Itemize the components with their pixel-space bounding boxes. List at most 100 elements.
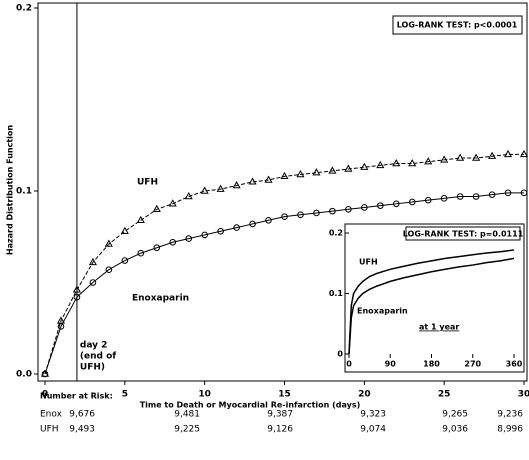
x-tick-label: 90 [385, 360, 397, 369]
marker [248, 177, 257, 185]
marker [440, 195, 448, 202]
marker [313, 209, 320, 217]
series-label: UFH [359, 258, 378, 267]
marker [376, 160, 385, 169]
annotation-box [392, 15, 523, 35]
y-tick-label: 0.1 [329, 289, 344, 298]
x-tick-label: 10 [198, 390, 211, 400]
marker [105, 266, 113, 273]
marker [472, 193, 480, 200]
table-cell: 9,074 [360, 425, 386, 435]
marker [329, 207, 336, 215]
x-tick-label: 270 [464, 360, 481, 369]
y-tick-label: 0.2 [16, 4, 32, 14]
marker [168, 199, 177, 207]
table-cell: 9,265 [442, 410, 468, 420]
x-tick-label: 0 [346, 360, 352, 369]
marker [345, 206, 352, 213]
marker [184, 191, 193, 200]
x-tick-label: 30 [518, 390, 529, 400]
series-label: Enoxaparin [132, 294, 189, 304]
marker [217, 227, 224, 235]
y-axis-label: Hazard Distribution Function [6, 125, 15, 255]
marker [472, 153, 481, 161]
marker [456, 193, 464, 200]
marker [200, 186, 209, 194]
table-cell: 9,481 [174, 410, 200, 420]
x-tick-label: 360 [506, 360, 523, 369]
marker [57, 323, 65, 330]
annotation: day 2 [80, 341, 108, 351]
marker [328, 166, 337, 174]
table-cell: 9,493 [69, 425, 95, 435]
marker [121, 257, 129, 264]
marker [440, 155, 449, 163]
row-label: UFH [40, 425, 59, 435]
y-tick-label: 0 [337, 350, 343, 359]
marker [504, 189, 512, 197]
marker [408, 198, 416, 206]
annotation: UFH) [80, 363, 105, 373]
table-cell: 9,676 [69, 410, 95, 420]
marker [377, 202, 384, 209]
marker [361, 204, 368, 211]
table-cell: 9,126 [267, 425, 293, 435]
x-tick-label: 5 [122, 390, 128, 400]
marker [120, 226, 129, 234]
marker [152, 204, 161, 212]
series-line [348, 257, 515, 355]
marker [520, 189, 528, 197]
y-tick-label: 0.1 [16, 187, 32, 197]
annotation-box [405, 226, 521, 241]
annotation: LOG-RANK TEST: p=0.0111 [403, 230, 524, 239]
marker [456, 153, 465, 161]
x-tick-label: 180 [423, 360, 440, 369]
x-tick-label: 0 [42, 390, 48, 400]
marker [519, 149, 529, 158]
marker [488, 191, 496, 198]
series-label: UFH [137, 178, 158, 188]
annotation: LOG-RANK TEST: p<0.0001 [397, 21, 518, 30]
marker [424, 196, 432, 204]
y-tick-label: 0.0 [16, 370, 32, 380]
series-line [348, 249, 515, 355]
marker [424, 157, 433, 165]
x-tick-label: 25 [438, 390, 451, 400]
table-cell: 9,036 [442, 425, 468, 435]
marker [153, 244, 161, 252]
marker [104, 239, 113, 247]
marker [488, 151, 497, 159]
marker [408, 159, 417, 167]
marker [265, 216, 272, 224]
marker [360, 162, 369, 170]
marker [233, 224, 240, 231]
marker [503, 149, 513, 158]
table-cell: 8,996 [497, 425, 523, 435]
x-tick-label: 20 [358, 390, 371, 400]
marker [264, 175, 273, 183]
marker [216, 184, 225, 192]
marker [41, 370, 49, 378]
series-line [44, 192, 524, 375]
y-tick-label: 0.2 [329, 229, 343, 238]
marker [137, 249, 145, 257]
marker [136, 215, 145, 223]
marker [40, 369, 50, 377]
marker [249, 220, 256, 228]
x-tick-label: 15 [278, 390, 291, 400]
table-title: Number at Risk: [40, 392, 113, 401]
marker [297, 211, 304, 219]
marker [296, 170, 305, 178]
table-cell: 9,387 [267, 410, 293, 420]
row-label: Enox [40, 410, 63, 420]
marker [392, 200, 400, 208]
annotation: at 1 year [419, 323, 459, 332]
marker [281, 213, 288, 220]
series-line [44, 153, 524, 375]
marker [88, 257, 97, 266]
table-cell: 9,323 [360, 410, 386, 420]
marker [89, 279, 97, 286]
marker [169, 238, 177, 246]
marker [344, 164, 353, 172]
